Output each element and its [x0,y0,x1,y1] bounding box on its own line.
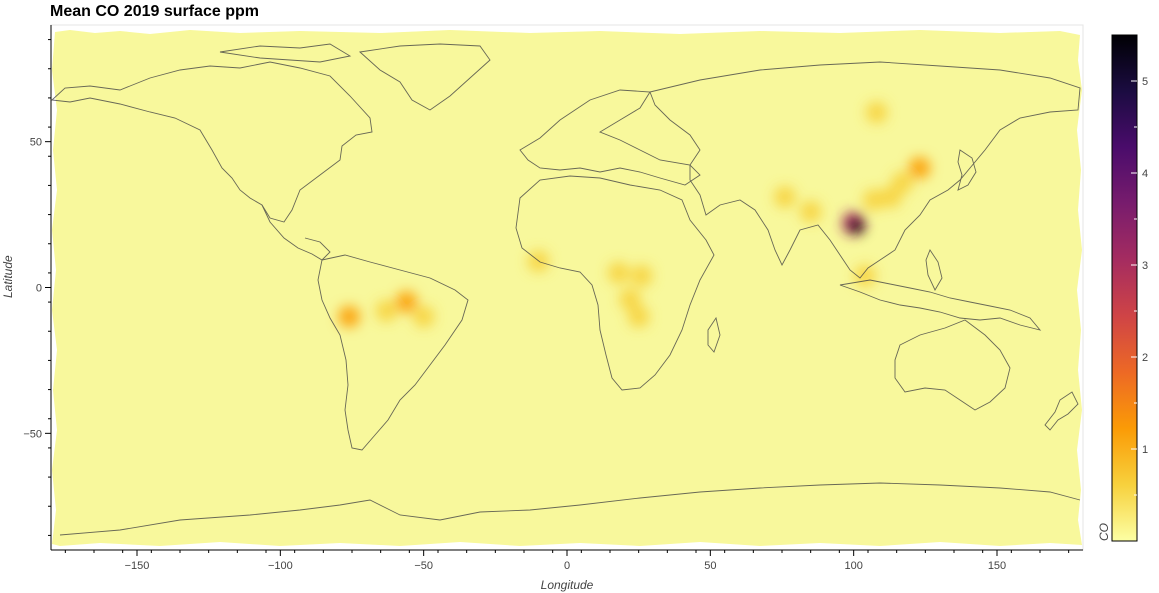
coast-north-america [51,61,373,223]
x-tick-label: 0 [564,560,570,572]
colorbar-gradient [1111,34,1138,542]
co-hotspot [630,264,653,287]
x-tick-label: −100 [268,560,293,572]
coast-europe [519,89,701,186]
plot-area[interactable] [50,24,1084,551]
y-axis-label: Latitude [1,255,15,298]
x-tick-label: 50 [704,560,716,572]
co-hotspot [908,156,931,179]
co-hotspot [773,186,796,209]
coast-indonesia [839,279,1042,331]
x-tick-label: 150 [988,560,1006,572]
co-hotspot [862,189,885,211]
x-axis-label: Longitude [540,578,594,592]
co-hotspot [879,186,902,209]
colorbar: 1 2 3 4 5 CO [1097,34,1148,542]
co-hotspot [799,200,822,223]
coastlines [51,43,1081,536]
coast-philippines [925,249,943,291]
x-tick-label: 100 [844,560,862,572]
co-hotspot [848,218,865,235]
co-hotspot [395,291,418,314]
x-tick-label: −50 [414,560,433,572]
x-ticks: −150 −100 −50 0 50 100 150 [64,550,1070,572]
co-hotspot [607,261,630,284]
coast-arctic-islands [219,43,352,63]
co-hotspot [412,305,435,328]
coast-australia [894,319,1011,411]
coast-asia [649,61,1081,279]
co-hotspot [865,101,888,124]
y-tick-label: 0 [36,283,42,295]
colorbar-tick-label: 3 [1142,260,1148,272]
co-hotspot [619,288,642,311]
colorbar-tick-label: 5 [1142,76,1148,88]
y-tick-label: −50 [23,428,42,440]
co-hotspot [338,305,361,328]
colorbar-tick-label: 1 [1142,444,1148,456]
colorbar-label: CO [1097,523,1111,541]
coast-japan [957,149,977,191]
x-tick-label: −150 [125,560,150,572]
coast-central-america [261,204,331,261]
coast-south-america [317,254,469,451]
coast-greenland [358,43,491,111]
co-hotspot [375,299,398,322]
y-tick-label: 50 [30,137,42,149]
y-ticks: 50 0 −50 [23,39,51,536]
axes: −150 −100 −50 0 50 100 150 50 0 −50 [23,25,1083,572]
co-hotspots [338,101,931,328]
coast-africa [515,175,715,391]
colorbar-tick-label: 4 [1142,168,1148,180]
co-hotspot [627,305,650,328]
map-title: Mean CO 2019 surface ppm [50,3,259,20]
coast-madagascar [707,316,721,353]
coast-antarctica [59,482,1081,536]
colorbar-tick-label: 2 [1142,352,1148,364]
co-base-field [52,30,1082,546]
colorbar-ticks: 1 2 3 4 5 [1131,76,1148,496]
coast-new-zealand [1044,391,1079,431]
